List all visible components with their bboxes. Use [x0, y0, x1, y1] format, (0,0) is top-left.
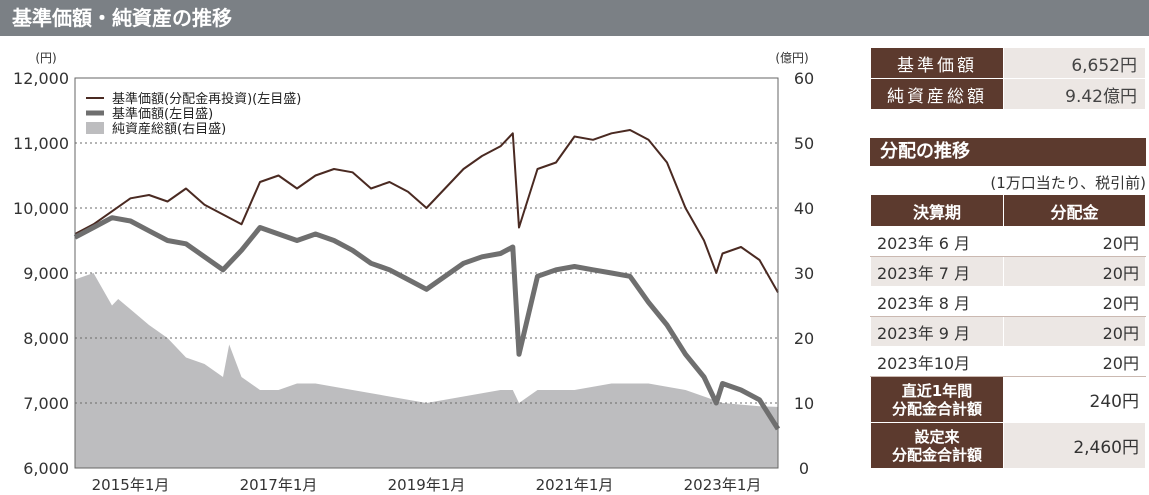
distribution-header-row: 決算期 分配金: [870, 194, 1146, 227]
summary-label: 純資産総額: [870, 78, 1004, 110]
amount-cell: 20円: [1003, 346, 1146, 377]
page-title: 基準価額・純資産の推移: [0, 0, 1149, 36]
x-tick-label: 2015年1月: [92, 476, 170, 494]
y-right-tick-label: 20: [794, 329, 814, 348]
summary-value: 6,652円: [1003, 47, 1146, 79]
amount-cell: 20円: [1003, 256, 1146, 287]
y-right-tick-label: 30: [794, 264, 814, 283]
y-right-tick-label: 0: [799, 459, 809, 478]
recent-total-label: 直近1年間 分配金合計額: [870, 376, 1004, 423]
amount-cell: 20円: [1003, 316, 1146, 347]
y-left-tick-label: 6,000: [23, 459, 69, 478]
plot-frame: [74, 77, 779, 469]
x-tick-label: 2021年1月: [536, 476, 614, 494]
summary-row-nav: 基準価額 6,652円: [870, 47, 1146, 79]
y-left-tick-label: 9,000: [23, 264, 69, 283]
period-cell: 2023年 8 月: [870, 286, 1004, 317]
period-cell: 2023年 6 月: [870, 226, 1004, 257]
summary-value: 9.42億円: [1003, 78, 1146, 110]
x-tick-label: 2017年1月: [240, 476, 318, 494]
column-header-amount: 分配金: [1003, 194, 1146, 227]
table-row: 2023年 8 月 20円: [870, 286, 1146, 317]
legend-label: 純資産総額(右目盛): [112, 121, 226, 137]
since-total-label: 設定来 分配金合計額: [870, 422, 1004, 469]
x-tick-label: 2023年1月: [684, 476, 762, 494]
legend-label: 基準価額(分配金再投資)(左目盛): [112, 91, 301, 107]
y-left-tick-label: 11,000: [13, 134, 69, 153]
y-left-tick-label: 10,000: [13, 199, 69, 218]
legend-swatch: [86, 122, 104, 134]
y-right-tick-label: 10: [794, 394, 814, 413]
y-right-tick-label: 50: [794, 134, 814, 153]
y-left-tick-label: 12,000: [13, 69, 69, 88]
recent-total-row: 直近1年間 分配金合計額 240円: [870, 376, 1146, 423]
since-total-value: 2,460円: [1003, 422, 1146, 469]
table-row: 2023年 6 月 20円: [870, 226, 1146, 257]
net-assets-area: [75, 273, 778, 468]
table-row: 2023年 9 月 20円: [870, 316, 1146, 347]
period-cell: 2023年 7 月: [870, 256, 1004, 287]
y-left-unit-label: (円): [35, 51, 56, 65]
distribution-title: 分配の推移: [870, 138, 1146, 166]
y-right-tick-label: 60: [794, 69, 814, 88]
summary-table: 基準価額 6,652円 純資産総額 9.42億円: [870, 47, 1146, 110]
column-header-period: 決算期: [870, 194, 1004, 227]
reinvested-nav-line: [74, 129, 779, 293]
recent-total-value: 240円: [1003, 376, 1146, 423]
distribution-note: (1万口当たり、税引前): [990, 174, 1146, 192]
y-right-tick-label: 40: [794, 199, 814, 218]
y-left-tick-label: 7,000: [23, 394, 69, 413]
amount-cell: 20円: [1003, 286, 1146, 317]
since-total-row: 設定来 分配金合計額 2,460円: [870, 422, 1146, 469]
summary-row-net-assets: 純資産総額 9.42億円: [870, 78, 1146, 110]
legend-label: 基準価額(左目盛): [112, 106, 213, 122]
period-cell: 2023年 9 月: [870, 316, 1004, 347]
amount-cell: 20円: [1003, 226, 1146, 257]
distribution-table: 決算期 分配金 2023年 6 月 20円 2023年 7 月 20円 2023…: [870, 194, 1146, 469]
y-right-unit-label: (億円): [775, 51, 808, 65]
y-left-tick-label: 8,000: [23, 329, 69, 348]
summary-label: 基準価額: [870, 47, 1004, 79]
x-tick-label: 2019年1月: [388, 476, 466, 494]
nav-history-chart: 6,000 7,000 8,000 9,000 10,000 11,000 12,000 0 1…: [0, 36, 850, 495]
period-cell: 2023年10月: [870, 346, 1004, 377]
table-row: 2023年10月 20円: [870, 346, 1146, 377]
table-row: 2023年 7 月 20円: [870, 256, 1146, 287]
nav-line: [73, 215, 781, 431]
